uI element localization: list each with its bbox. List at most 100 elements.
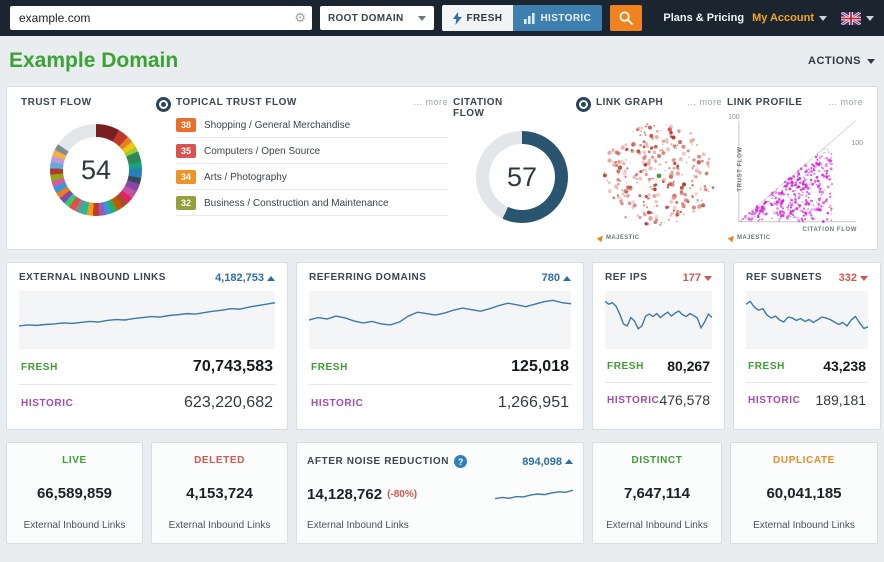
majestic-logo: MAJESTIC <box>596 233 640 243</box>
topic-label: Business / Construction and Maintenance <box>204 197 389 209</box>
metric-delta-link[interactable]: 177 <box>683 272 713 284</box>
summary-card-distinct[interactable]: DISTINCT 7,647,114 External Inbound Link… <box>592 442 722 544</box>
historic-label: HISTORIC <box>21 397 74 409</box>
trust-flow-title: TRUST FLOW <box>21 97 92 108</box>
historic-value: 189,181 <box>815 392 867 408</box>
topical-item[interactable]: 35 Computers / Open Source <box>176 138 448 164</box>
metric-card-title: EXTERNAL INBOUND LINKS <box>19 272 166 283</box>
trend-chart <box>746 291 869 349</box>
lightning-icon <box>452 11 462 25</box>
trust-flow-donut: 54 <box>50 124 142 216</box>
trend-chart <box>309 291 571 349</box>
bar-chart-icon <box>524 12 536 24</box>
search-field-wrap: ⚙ <box>10 6 312 30</box>
flow-metrics-panel: TRUST FLOW 54 TOPICAL TRUST FLOW ... mor… <box>6 86 878 250</box>
historic-label: HISTORIC <box>607 394 660 406</box>
plans-pricing-link[interactable]: Plans & Pricing <box>663 12 745 24</box>
topical-item[interactable]: 32 Business / Construction and Maintenan… <box>176 190 448 216</box>
topical-trust-flow-block: TOPICAL TRUST FLOW ... more 38 Shopping … <box>176 97 448 239</box>
search-settings-gear-icon[interactable]: ⚙ <box>294 10 306 25</box>
summary-card-title: DELETED <box>194 455 245 466</box>
metric-card-title: REFERRING DOMAINS <box>309 272 427 283</box>
search-button[interactable] <box>610 5 643 31</box>
language-selector[interactable] <box>841 11 874 25</box>
summary-card-deleted[interactable]: DELETED 4,153,724 External Inbound Links <box>151 442 288 544</box>
scope-select-value: ROOT DOMAIN <box>328 12 404 24</box>
scope-select[interactable]: ROOT DOMAIN <box>320 6 434 30</box>
metric-card-ref-ips: REF IPS 177 FRESH 80,267 HISTORIC 476,57… <box>592 262 726 430</box>
topic-score-badge: 34 <box>176 170 196 184</box>
citation-flow-donut: 57 <box>476 131 568 223</box>
fresh-label: FRESH <box>21 361 58 373</box>
summary-card-subtitle: External Inbound Links <box>23 520 126 531</box>
summary-cards-row: LIVE 66,589,859 External Inbound Links D… <box>6 442 878 544</box>
link-graph-block: LINK GRAPH ... more MAJESTIC <box>596 97 722 243</box>
summary-card-live[interactable]: LIVE 66,589,859 External Inbound Links <box>6 442 143 544</box>
summary-card-subtitle: External Inbound Links <box>307 520 409 531</box>
majestic-mark-icon <box>727 233 737 243</box>
y-axis-max-label: 100 <box>728 114 740 121</box>
summary-card-value: 4,153,724 <box>186 484 253 502</box>
topical-more-link[interactable]: ... more <box>413 97 448 107</box>
fresh-index-button[interactable]: FRESH <box>441 5 514 31</box>
summary-card-duplicate[interactable]: DUPLICATE 60,041,185 External Inbound Li… <box>730 442 878 544</box>
fresh-label: FRESH <box>607 360 644 372</box>
search-input[interactable] <box>10 6 312 30</box>
trust-flow-value: 54 <box>80 154 112 185</box>
metric-card-title: REF IPS <box>605 272 648 283</box>
link-profile-thumbnail[interactable]: 100 100 TRUST FLOW CITATION FLOW MAJESTI… <box>727 114 863 243</box>
historic-value: 476,578 <box>659 392 711 408</box>
link-graph-image <box>602 123 715 226</box>
trend-up-icon <box>565 459 573 464</box>
fresh-label: FRESH <box>748 360 785 372</box>
historic-index-button[interactable]: HISTORIC <box>513 5 603 31</box>
x-axis-max-label: 100 <box>851 140 863 147</box>
chevron-down-icon <box>819 15 827 21</box>
historic-value: 1,266,951 <box>497 394 569 411</box>
x-axis-label: CITATION FLOW <box>802 227 857 233</box>
topic-score-badge: 32 <box>176 196 196 210</box>
link-graph-thumbnail[interactable]: MAJESTIC <box>596 114 722 243</box>
topical-trust-flow-title: TOPICAL TRUST FLOW <box>176 97 297 108</box>
metric-delta-link[interactable]: 332 <box>839 272 869 284</box>
metric-card-ref-subnets: REF SUBNETS 332 FRESH 43,238 HISTORIC 18… <box>733 262 882 430</box>
summary-card-title: DUPLICATE <box>773 455 835 466</box>
page-header: Example Domain ACTIONS <box>6 36 878 86</box>
link-graph-title: LINK GRAPH <box>596 97 664 108</box>
topic-label: Shopping / General Merchandise <box>204 119 351 131</box>
topical-item[interactable]: 34 Arts / Photography <box>176 164 448 190</box>
summary-card-value: 60,041,185 <box>766 484 842 502</box>
page-title: Example Domain <box>9 49 179 72</box>
metric-delta-link[interactable]: 4,182,753 <box>215 272 275 284</box>
fresh-value: 43,238 <box>823 358 867 374</box>
metric-delta-link[interactable]: 780 <box>542 272 571 284</box>
citation-flow-value: 57 <box>506 161 538 192</box>
summary-card-after-noise-reduction[interactable]: AFTER NOISE REDUCTION ? 894,098 14,128,7… <box>296 442 584 544</box>
fresh-value: 80,267 <box>667 358 711 374</box>
trend-down-icon <box>704 275 713 281</box>
metric-card-external-inbound-links: EXTERNAL INBOUND LINKS 4,182,753 FRESH 7… <box>6 262 288 430</box>
metric-delta-link[interactable]: 894,098 <box>522 456 573 468</box>
trend-chart <box>19 291 275 349</box>
page-body: Example Domain ACTIONS TRUST FLOW 54 TOP… <box>0 36 884 544</box>
metric-cards-row: EXTERNAL INBOUND LINKS 4,182,753 FRESH 7… <box>6 262 882 430</box>
link-profile-more-link[interactable]: ... more <box>828 97 863 107</box>
help-icon[interactable]: ? <box>454 455 468 468</box>
summary-card-value: 66,589,859 <box>36 484 113 502</box>
topic-label: Arts / Photography <box>204 171 287 183</box>
trend-down-icon <box>860 275 869 281</box>
index-toggle: FRESH HISTORIC <box>441 5 603 31</box>
search-icon <box>619 11 634 25</box>
topical-item[interactable]: 38 Shopping / General Merchandise <box>176 112 448 138</box>
topical-list: 38 Shopping / General Merchandise 35 Com… <box>176 112 448 216</box>
fresh-label: FRESH <box>311 361 348 373</box>
topbar: ⚙ ROOT DOMAIN FRESH HISTORIC Plans & Pri… <box>0 0 884 36</box>
link-graph-more-link[interactable]: ... more <box>687 97 722 107</box>
actions-menu-button[interactable]: ACTIONS <box>808 55 875 67</box>
my-account-menu[interactable]: My Account <box>752 12 827 24</box>
historic-label: HISTORIC <box>748 394 801 406</box>
uk-flag-icon <box>841 11 861 25</box>
flow-metric-icon <box>156 97 171 112</box>
metric-card-referring-domains: REFERRING DOMAINS 780 FRESH 125,018 HIST… <box>296 262 584 430</box>
topic-score-badge: 35 <box>176 144 196 158</box>
